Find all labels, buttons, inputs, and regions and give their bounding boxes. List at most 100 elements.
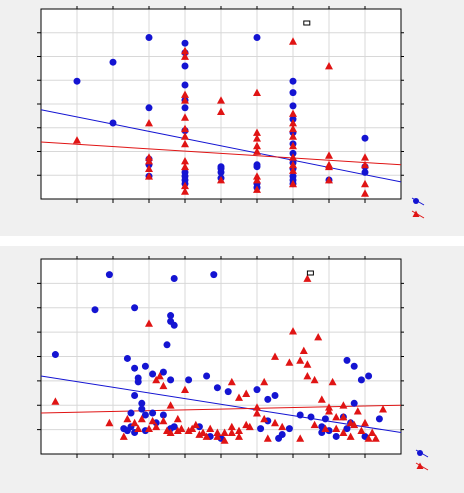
- top-point-triangle: [145, 157, 153, 165]
- bottom-point-triangle: [328, 377, 337, 386]
- top-point-triangle: [289, 124, 297, 133]
- bottom-legend-circle: [417, 450, 423, 456]
- bottom-point-circle: [257, 425, 265, 433]
- bottom-point-triangle: [325, 407, 333, 415]
- top-point-circle: [109, 119, 117, 127]
- bottom-point-triangle: [379, 405, 387, 413]
- top-point-triangle: [145, 164, 153, 172]
- bottom-point-triangle: [371, 434, 380, 442]
- top-point-triangle: [181, 187, 189, 195]
- top-point-circle: [181, 39, 189, 47]
- bottom-point-triangle: [235, 432, 243, 440]
- top-trendline-circle: [40, 109, 402, 183]
- top-point-circle: [289, 89, 297, 97]
- top-point-triangle: [181, 162, 189, 171]
- bottom-point-triangle: [220, 436, 229, 444]
- top-point-triangle: [73, 136, 81, 144]
- bottom-point-circle: [332, 432, 340, 440]
- bottom-point-circle: [170, 423, 178, 431]
- bottom-plot-frame: [40, 258, 402, 455]
- top-point-triangle: [217, 96, 225, 104]
- bottom-point-circle: [296, 411, 304, 419]
- bottom-point-triangle: [260, 377, 269, 386]
- top-point-triangle: [145, 153, 153, 161]
- bottom-point-circle: [167, 317, 175, 325]
- top-legend-circle: [413, 198, 419, 204]
- bottom-point-circle: [149, 370, 157, 378]
- top-point-triangle: [289, 153, 297, 161]
- bottom-point-circle: [350, 399, 358, 407]
- top-point-circle: [289, 77, 297, 85]
- bottom-point-circle: [271, 392, 279, 399]
- bottom-point-circle: [123, 427, 131, 435]
- top-point-triangle: [253, 88, 261, 96]
- bottom-point-triangle: [166, 401, 175, 409]
- bottom-point-triangle: [227, 428, 236, 436]
- bottom-point-circle: [167, 312, 175, 320]
- bottom-point-triangle: [199, 428, 207, 436]
- bottom-point-triangle: [303, 274, 312, 282]
- bottom-point-circle: [131, 364, 139, 372]
- bottom-point-circle: [134, 378, 142, 386]
- bottom-point-circle: [131, 392, 139, 399]
- bottom-point-triangle: [123, 414, 132, 423]
- bottom-point-triangle: [317, 395, 326, 403]
- top-plot-frame: [40, 8, 402, 200]
- bottom-point-triangle: [339, 401, 348, 409]
- bottom-point-triangle: [155, 372, 164, 380]
- top-point-triangle: [361, 160, 369, 169]
- bottom-point-triangle: [188, 424, 197, 433]
- bottom-point-triangle: [271, 418, 279, 427]
- bottom-point-triangle: [195, 430, 204, 438]
- bottom-point-circle: [365, 372, 373, 380]
- bottom-point-triangle: [152, 375, 161, 384]
- top-point-triangle: [145, 119, 153, 127]
- bottom-point-circle: [141, 362, 149, 370]
- bottom-point-circle: [105, 271, 113, 279]
- top-point-triangle: [289, 166, 297, 174]
- bottom-point-circle: [149, 409, 157, 417]
- bottom-point-triangle: [325, 403, 333, 411]
- bottom-point-triangle: [235, 393, 243, 401]
- bottom-point-circle: [253, 386, 261, 394]
- bottom-point-triangle: [310, 420, 319, 429]
- bottom-point-circle: [131, 304, 139, 312]
- bottom-point-triangle: [145, 424, 153, 433]
- bottom-point-circle: [159, 368, 167, 376]
- bottom-point-triangle: [119, 432, 128, 440]
- bottom-point-triangle: [105, 418, 114, 427]
- bottom-point-triangle: [213, 432, 222, 440]
- bottom-point-triangle: [253, 403, 261, 411]
- top-point-triangle: [325, 151, 333, 159]
- bottom-point-triangle: [296, 434, 305, 442]
- bottom-point-triangle: [173, 414, 182, 423]
- bottom-point-circle: [170, 275, 178, 282]
- bottom-point-triangle: [213, 428, 222, 436]
- bottom-point-circle: [51, 351, 59, 359]
- top-point-triangle: [289, 37, 297, 45]
- top-legend-triangle: [412, 210, 420, 217]
- bottom-point-triangle: [184, 426, 193, 434]
- top-point-triangle: [181, 139, 189, 148]
- bottom-point-triangle: [332, 412, 341, 421]
- top-point-triangle: [181, 46, 189, 55]
- bottom-point-circle: [127, 409, 135, 417]
- top-point-triangle: [181, 90, 189, 98]
- bottom-point-triangle: [332, 424, 341, 433]
- bottom-point-circle: [321, 415, 329, 423]
- bottom-point-circle: [264, 395, 272, 403]
- top-point-circle: [181, 62, 189, 70]
- top-point-circle: [289, 102, 297, 110]
- bottom-point-triangle: [357, 426, 366, 434]
- top-trendline-triangle: [40, 141, 402, 166]
- bottom-point-circle: [343, 425, 351, 433]
- bottom-point-circle: [138, 399, 146, 407]
- top-point-circle: [109, 58, 117, 66]
- bottom-point-triangle: [242, 389, 251, 397]
- bottom-trendline-circle: [40, 375, 402, 434]
- bottom-point-triangle: [145, 319, 153, 327]
- bottom-point-triangle: [152, 422, 161, 431]
- bottom-point-circle: [357, 376, 365, 384]
- top-point-circle: [361, 168, 369, 176]
